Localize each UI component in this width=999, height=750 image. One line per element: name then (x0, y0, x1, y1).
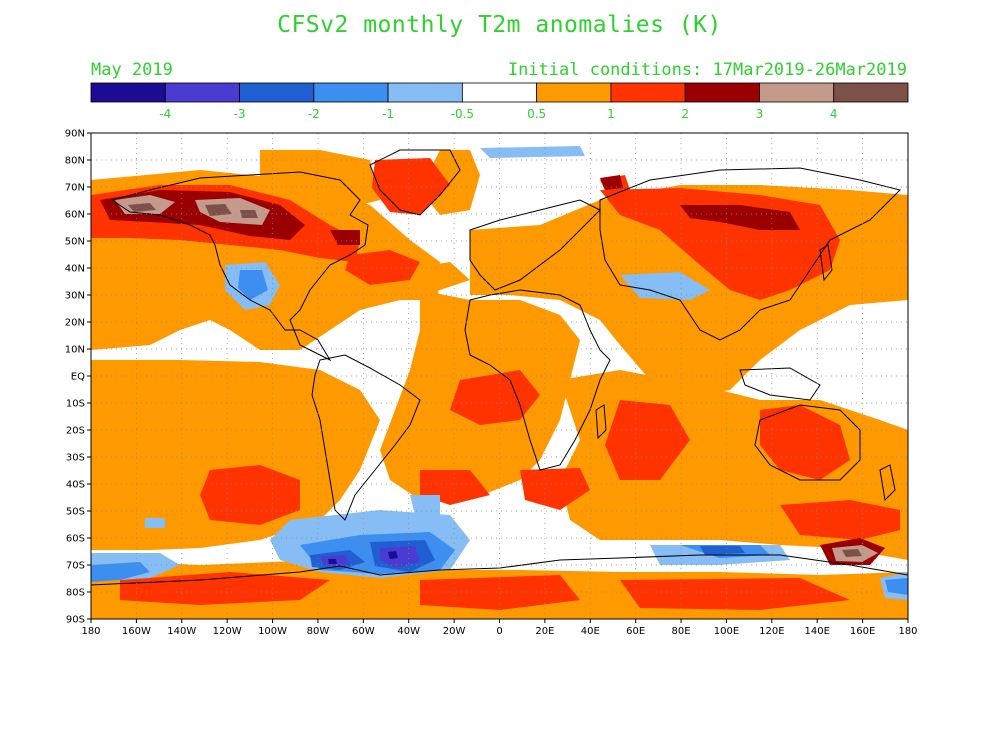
lon-label: 120W (213, 626, 242, 637)
colorbar-labels: -4 -3 -2 -1 -0.5 0.5 1 2 3 4 (159, 107, 837, 121)
anomaly-red-regions (91, 158, 900, 610)
lat-label: 10N (65, 345, 85, 356)
lon-label: 80W (307, 626, 330, 637)
colorbar-label: 2 (681, 107, 689, 121)
lat-label: 70S (66, 561, 85, 572)
lon-label: 80E (672, 626, 691, 637)
colorbar-label: 3 (756, 107, 764, 121)
map-area (91, 133, 908, 619)
colorbar-swatch (239, 82, 315, 103)
lat-label: 50S (66, 507, 85, 518)
lat-label: 90N (65, 129, 85, 140)
lat-label: 40N (65, 264, 85, 275)
anomaly-darkbrown-regions (128, 203, 862, 557)
lon-label: 20E (535, 626, 554, 637)
latitude-labels: 90N 80N 70N 60N 50N 40N 30N 20N 10N EQ 10S 20S 30S 40… (65, 129, 91, 626)
lat-label: EQ (71, 372, 85, 383)
lon-label: 40W (397, 626, 420, 637)
lat-label: 80S (66, 588, 85, 599)
colorbar-swatch (461, 82, 538, 103)
colorbar-swatch (833, 82, 909, 103)
colorbar-label: -4 (159, 107, 171, 121)
lon-label: 160E (850, 626, 875, 637)
anomaly-darkviolet-regions (328, 551, 398, 564)
gridlines (91, 133, 908, 619)
lon-label: 140E (805, 626, 830, 637)
lon-label: 20W (443, 626, 466, 637)
colorbar-swatch (387, 82, 463, 103)
lat-label: 80N (65, 156, 85, 167)
colorbar-label: -1 (382, 107, 394, 121)
lat-label: 20N (65, 318, 85, 329)
lat-label: 20S (66, 426, 85, 437)
colorbar-label: 0.5 (527, 107, 546, 121)
lat-label: 90S (66, 615, 85, 626)
lon-label: 160W (122, 626, 151, 637)
colorbar-label: -3 (234, 107, 246, 121)
coastlines (91, 149, 908, 586)
colorbar-label: -2 (308, 107, 320, 121)
colorbar-swatch (610, 82, 686, 103)
lon-label: 100E (714, 626, 739, 637)
lat-label: 40S (66, 480, 85, 491)
lat-label: 30S (66, 453, 85, 464)
lat-label: 60S (66, 534, 85, 545)
anomaly-brown-regions (115, 195, 878, 562)
lat-label: 60N (65, 210, 85, 221)
colorbar-label: 4 (830, 107, 838, 121)
lat-label: 70N (65, 183, 85, 194)
lon-label: 140W (167, 626, 196, 637)
colorbar-swatch (536, 82, 612, 103)
lon-label: 100W (258, 626, 287, 637)
initial-conditions: Initial conditions: 17Mar2019-26Mar2019 (507, 60, 907, 80)
map-title: CFSv2 monthly T2m anomalies (K) (277, 12, 722, 38)
lat-label: 50N (65, 237, 85, 248)
colorbar-swatch (759, 82, 835, 103)
lon-label: 40E (581, 626, 600, 637)
longitude-labels: 180 160W 140W 120W 100W 80W 60W 40W 20W 0 20E 40E 60… (81, 619, 918, 637)
lon-label: 120E (759, 626, 784, 637)
valid-month: May 2019 (91, 60, 173, 80)
lon-label: 180 (898, 626, 917, 637)
lon-label: 180 (81, 626, 100, 637)
colorbar-label: 1 (607, 107, 615, 121)
colorbar-swatch (313, 82, 389, 103)
colorbar-swatch (164, 82, 240, 103)
lon-label: 0 (496, 626, 502, 637)
lon-label: 60E (626, 626, 645, 637)
lat-label: 30N (65, 291, 85, 302)
colorbar-label: -0.5 (451, 107, 474, 121)
lon-label: 60W (352, 626, 375, 637)
lat-label: 10S (66, 399, 85, 410)
colorbar-swatch (90, 82, 166, 103)
colorbar-swatch (684, 82, 760, 103)
colorbar (90, 82, 909, 103)
